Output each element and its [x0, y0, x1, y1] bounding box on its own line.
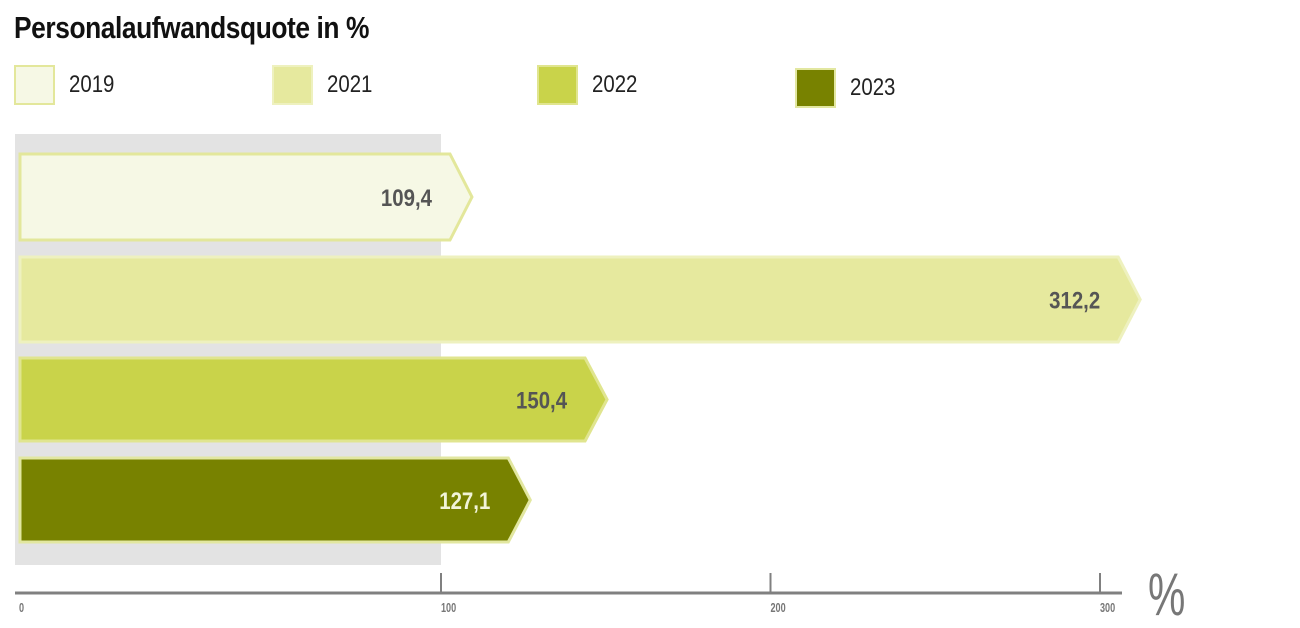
x-axis-label: %: [1148, 561, 1186, 628]
x-tick-label: 0: [19, 602, 24, 616]
legend-swatch: [795, 68, 836, 108]
x-tick-label: 200: [771, 602, 786, 616]
legend-label: 2019: [69, 71, 115, 98]
legend-item: 2022: [537, 65, 645, 105]
legend-item: 2023: [795, 68, 903, 108]
legend-swatch: [14, 65, 55, 105]
legend-swatch: [537, 65, 578, 105]
bar-2023: [18, 456, 532, 544]
bar-value-label: 109,4: [381, 184, 433, 211]
chart-title: Personalaufwandsquote in %: [14, 10, 369, 45]
bar-2022: [18, 356, 609, 443]
legend-label: 2021: [327, 71, 373, 98]
bar-value-label: 312,2: [1049, 287, 1100, 314]
legend-item: 2021: [272, 65, 380, 105]
bar-2019: [18, 152, 474, 242]
legend-label: 2023: [850, 74, 896, 101]
x-tick-label: 300: [1100, 602, 1115, 616]
bar-2021: [18, 255, 1142, 344]
bar-value-label: 150,4: [516, 387, 568, 414]
bar-value-label: 127,1: [439, 487, 490, 514]
legend-swatch: [272, 65, 313, 105]
legend-item: 2019: [14, 65, 122, 105]
legend-label: 2022: [592, 71, 638, 98]
x-tick-label: 100: [441, 602, 456, 616]
